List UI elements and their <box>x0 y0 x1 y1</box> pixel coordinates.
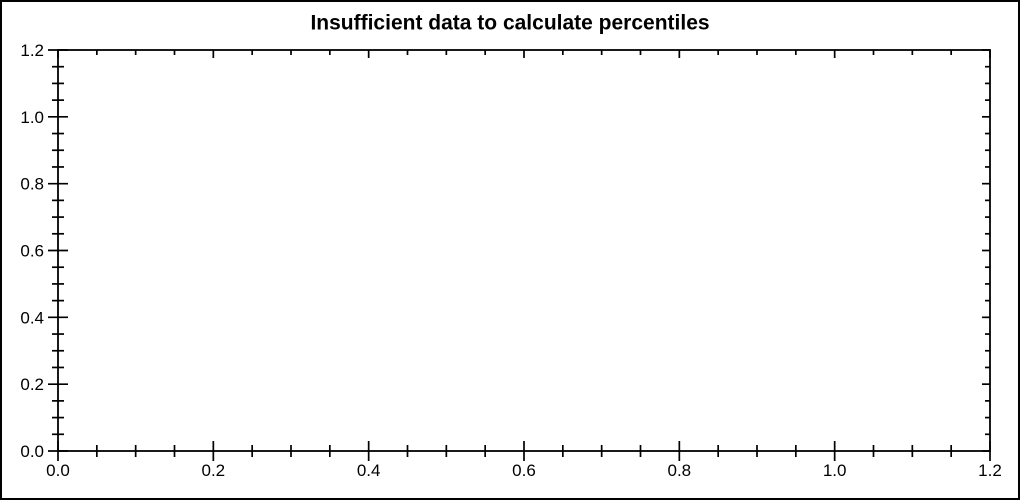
x-tick-label: 0.6 <box>512 461 536 480</box>
y-tick-label: 1.0 <box>20 108 44 127</box>
top-axis <box>57 50 991 58</box>
x-axis: 0.0 0.2 0.4 0.6 0.8 1.0 1.2 <box>46 441 1002 480</box>
y-axis: 0.0 0.2 0.4 0.6 0.8 1.0 1.2 <box>20 41 68 461</box>
y-tick-label: 0.2 <box>20 375 44 394</box>
right-axis <box>982 49 990 452</box>
x-tick-label: 1.2 <box>978 461 1002 480</box>
x-tick-label: 0.2 <box>202 461 226 480</box>
y-tick-label: 0.0 <box>20 442 44 461</box>
plot-frame <box>57 49 991 452</box>
x-tick-label: 0.0 <box>46 461 70 480</box>
x-tick-label: 1.0 <box>823 461 847 480</box>
x-tick-label: 0.8 <box>668 461 692 480</box>
y-tick-label: 0.8 <box>20 175 44 194</box>
y-tick-label: 1.2 <box>20 41 44 60</box>
chart-title: Insufficient data to calculate percentil… <box>310 12 709 35</box>
y-tick-label: 0.4 <box>20 308 44 327</box>
y-tick-label: 0.6 <box>20 242 44 261</box>
x-tick-label: 0.4 <box>357 461 381 480</box>
